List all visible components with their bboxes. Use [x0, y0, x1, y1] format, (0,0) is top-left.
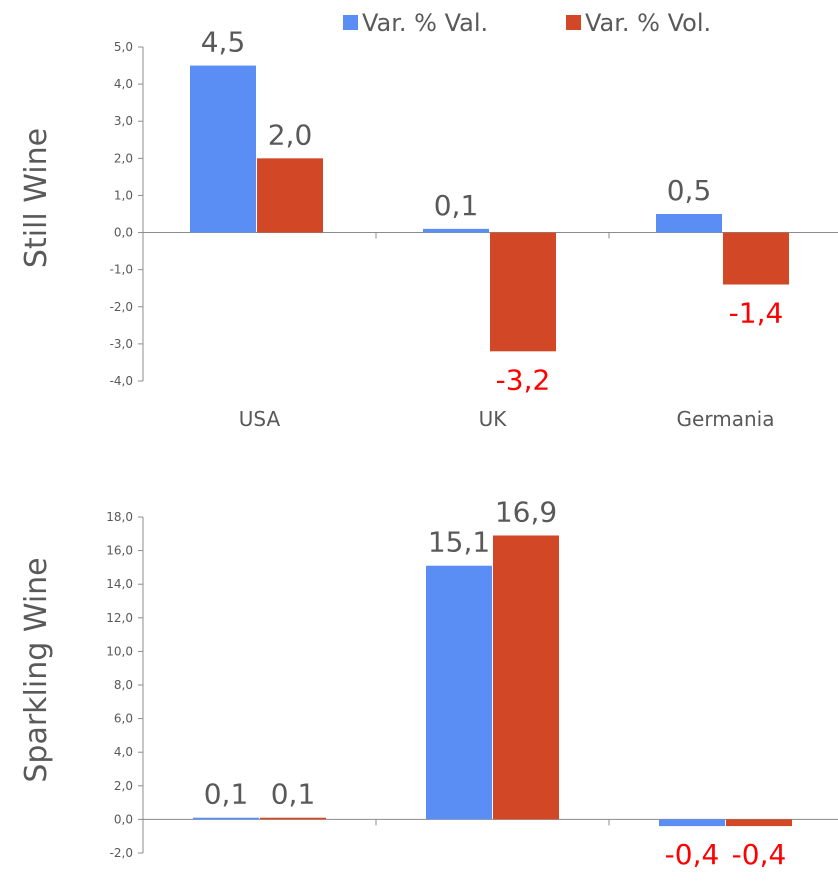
data-label: 4,5: [201, 26, 246, 59]
bar-val-usa: [190, 65, 256, 233]
legend-label-val: Var. % Val.: [362, 9, 488, 37]
still-wine-category-labels: USA UK Germania: [239, 407, 775, 431]
legend-label-vol: Var. % Vol.: [585, 9, 711, 37]
y-tick-label: 12,0: [106, 611, 133, 625]
y-tick-label: 5,0: [114, 40, 133, 54]
bar-val-uk: [423, 228, 489, 233]
y-tick-label: -2,0: [110, 300, 133, 314]
y-tick-label: -4,0: [110, 374, 133, 388]
y-tick-label: 16,0: [106, 544, 133, 558]
sparkling-wine-row-label: Sparkling Wine: [19, 557, 54, 782]
data-label: 0,1: [204, 778, 249, 811]
y-tick-label: 6,0: [114, 712, 133, 726]
bar-vol-uk: [493, 535, 559, 820]
still-wine-y-axis: 5,0 4,0 3,0 2,0 1,0 0,0 -1,0 -2,0 -3,0 -4,0: [110, 40, 838, 388]
sparkling-wine-data-labels: 0,1 15,1 -0,4 0,1 16,9 -0,4: [204, 495, 787, 871]
legend: Var. % Val. Var. % Vol.: [343, 9, 711, 37]
category-label: USA: [239, 407, 281, 431]
still-wine-bars: [190, 65, 789, 352]
still-wine-chart: Still Wine 5,0 4,0 3,0 2,0 1,0 0,0 -1,0 -2,0 -3,…: [19, 26, 838, 431]
bar-vol-germania: [723, 232, 789, 285]
bar-vol-usa: [257, 158, 323, 233]
data-label: 2,0: [268, 118, 313, 151]
sparkling-wine-chart: Sparkling Wine 18,0 16,0 14,0 12,0 10,0 8,0 6,…: [19, 495, 838, 871]
y-tick-label: -3,0: [110, 337, 133, 351]
bar-val-uk: [426, 565, 492, 820]
data-label: 15,1: [428, 526, 490, 559]
bar-vol-usa: [260, 817, 326, 820]
y-tick-label: 14,0: [106, 577, 133, 591]
y-tick-label: -1,0: [110, 263, 133, 277]
bar-val-germania: [659, 819, 725, 827]
data-label: 16,9: [495, 495, 557, 528]
y-tick-label: 1,0: [114, 188, 133, 202]
still-wine-row-label: Still Wine: [19, 128, 54, 268]
data-label: 0,5: [667, 174, 712, 207]
y-tick-label: 4,0: [114, 77, 133, 91]
bar-vol-uk: [490, 232, 556, 352]
bar-val-germania: [656, 214, 722, 233]
data-label: -0,4: [665, 838, 720, 871]
y-tick-label: -2,0: [110, 846, 133, 860]
y-tick-label: 3,0: [114, 114, 133, 128]
y-tick-label: 2,0: [114, 779, 133, 793]
legend-swatch-vol: [566, 15, 581, 30]
y-tick-label: 18,0: [106, 510, 133, 524]
data-label: -3,2: [496, 363, 551, 396]
y-tick-label: 0,0: [114, 812, 133, 826]
category-label: UK: [479, 407, 508, 431]
data-label: 0,1: [271, 778, 316, 811]
sparkling-wine-bars: [193, 535, 792, 827]
bar-vol-germania: [726, 819, 792, 827]
bar-val-usa: [193, 817, 259, 820]
category-label: Germania: [677, 407, 775, 431]
legend-swatch-val: [343, 15, 358, 30]
y-tick-label: 10,0: [106, 644, 133, 658]
data-label: 0,1: [434, 189, 479, 222]
data-label: -1,4: [729, 297, 784, 330]
y-tick-label: 8,0: [114, 678, 133, 692]
data-label: -0,4: [732, 838, 787, 871]
y-tick-label: 4,0: [114, 745, 133, 759]
still-wine-data-labels: 4,5 0,1 0,5 2,0 -3,2 -1,4: [201, 26, 784, 397]
y-tick-label: 0,0: [114, 226, 133, 240]
y-tick-label: 2,0: [114, 151, 133, 165]
